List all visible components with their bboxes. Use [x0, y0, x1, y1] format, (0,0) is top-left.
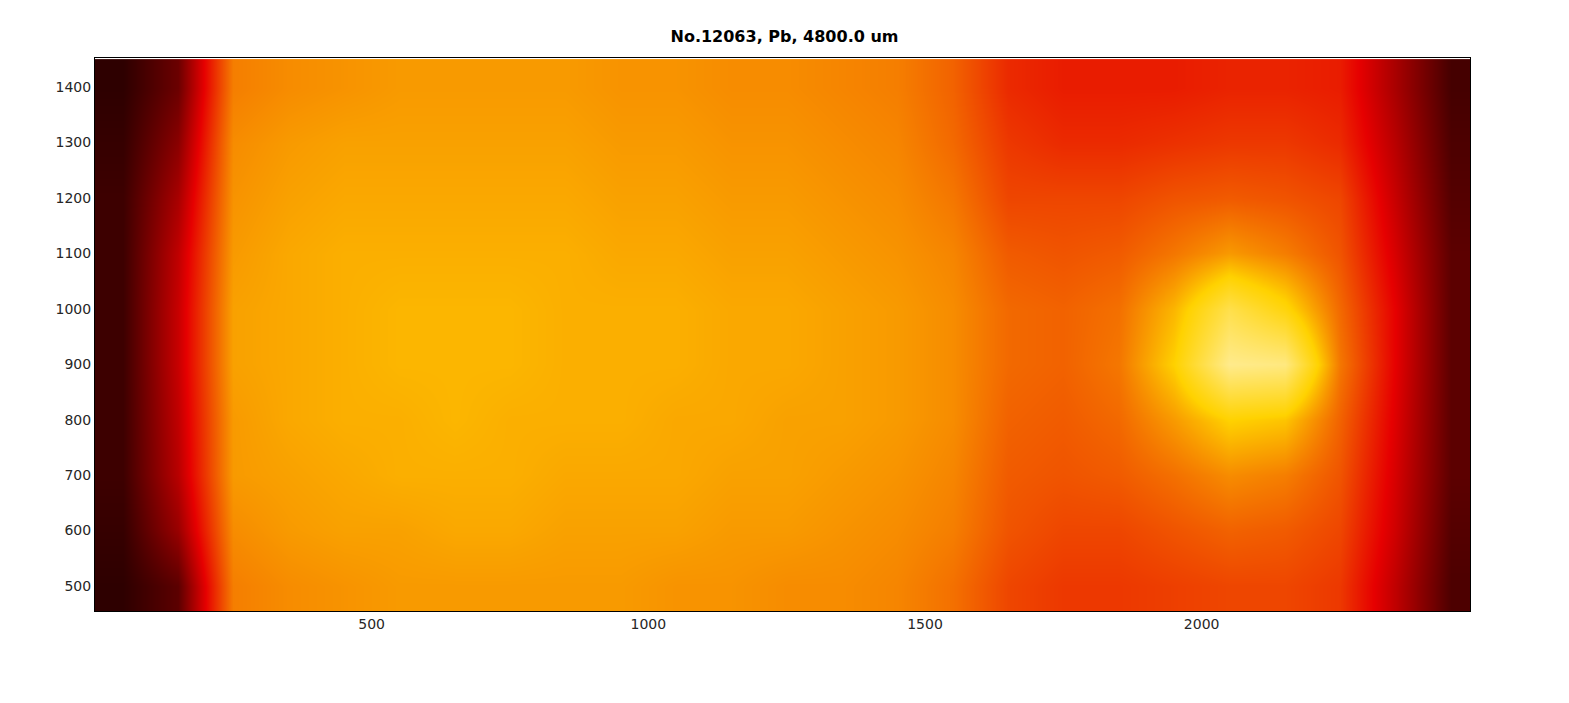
svg-text:1000: 1000	[56, 301, 92, 317]
svg-text:1000: 1000	[630, 616, 666, 632]
svg-text:2000: 2000	[1184, 616, 1220, 632]
svg-text:1100: 1100	[56, 245, 92, 261]
svg-text:No.12063, Pb, 4800.0 um: No.12063, Pb, 4800.0 um	[671, 27, 899, 46]
svg-text:1300: 1300	[56, 134, 92, 150]
svg-text:500: 500	[358, 616, 385, 632]
svg-text:900: 900	[64, 356, 91, 372]
svg-text:700: 700	[64, 467, 91, 483]
svg-text:800: 800	[64, 412, 91, 428]
svg-text:500: 500	[64, 578, 91, 594]
svg-text:1400: 1400	[56, 79, 92, 95]
svg-text:1200: 1200	[56, 190, 92, 206]
svg-text:600: 600	[64, 522, 91, 538]
svg-text:1500: 1500	[907, 616, 943, 632]
